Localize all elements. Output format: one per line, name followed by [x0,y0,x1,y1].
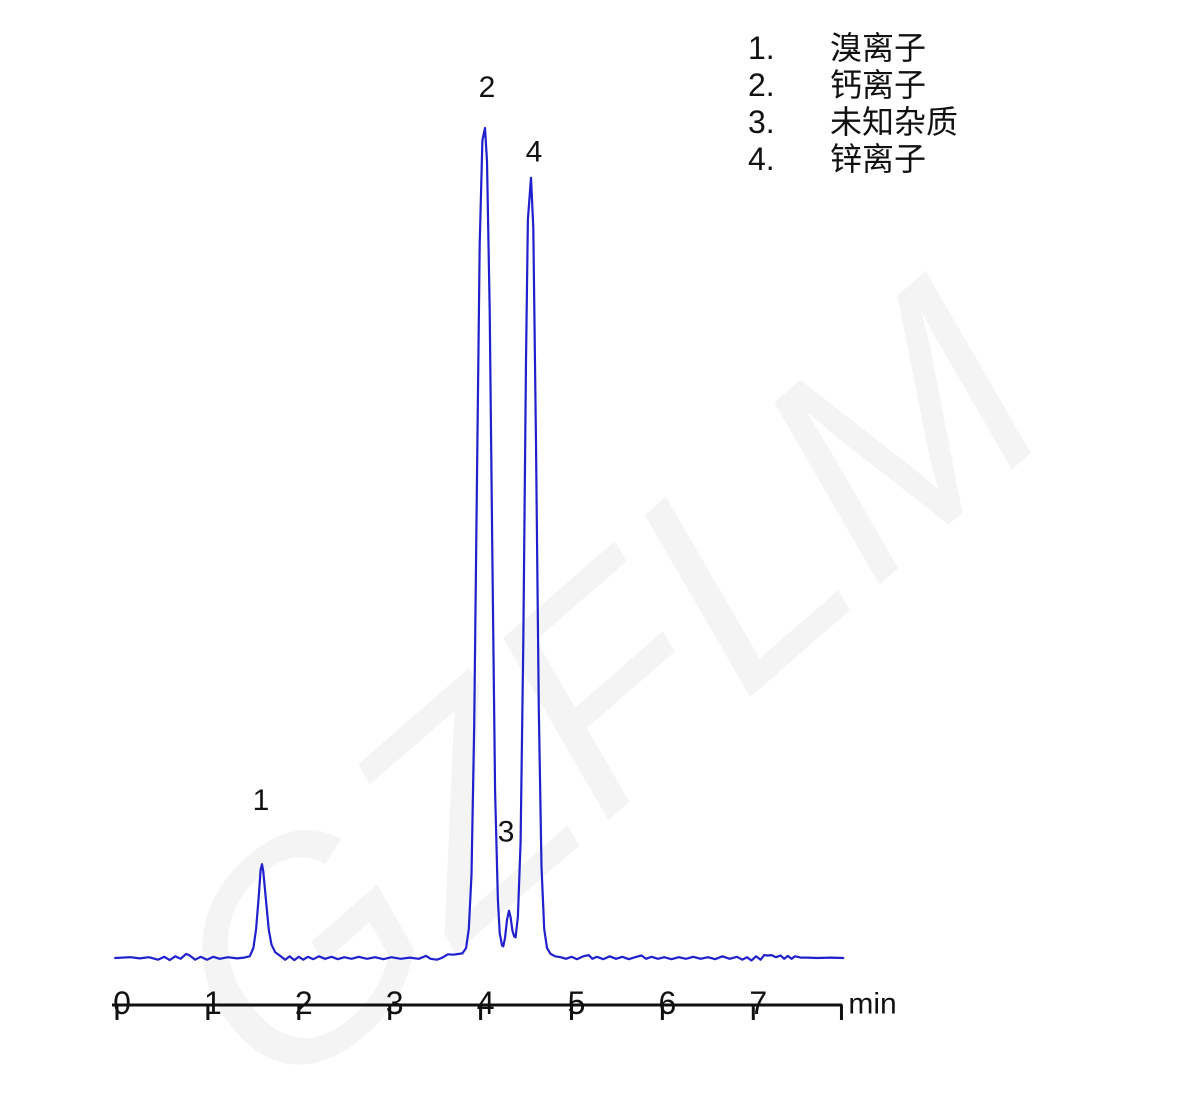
x-tick-label: 1 [204,985,222,1021]
legend-item-number: 4. [748,141,775,177]
x-axis-unit-label: min [848,988,896,1021]
x-tick-label: 0 [113,985,131,1021]
legend-item-number: 2. [748,67,775,103]
legend-item: 2. 钙离子 [748,67,958,104]
x-tick-label: 2 [295,985,313,1021]
peak-label: 4 [526,136,543,169]
chromatogram-trace [114,126,845,962]
legend-item: 1. 溴离子 [748,30,958,67]
x-tick-label: 5 [568,985,586,1021]
peak-label: 3 [498,815,515,848]
peak-label: 2 [479,71,496,104]
x-tick-label: 7 [749,985,767,1021]
legend-item-label: 锌离子 [830,141,927,177]
peak-label: 1 [253,784,270,817]
peak-labels: 1 2 3 4 [253,71,543,849]
legend-item-number: 3. [748,104,775,140]
legend-item: 4. 锌离子 [748,141,958,178]
trace-layer [114,126,845,962]
x-tick-label: 6 [659,985,677,1021]
x-tick-label: 3 [386,985,404,1021]
legend-item-number: 1. [748,30,775,66]
legend-item: 3. 未知杂质 [748,104,958,141]
x-tick-label: 4 [477,985,495,1021]
legend-item-label: 钙离子 [830,67,927,103]
legend-item-label: 未知杂质 [830,104,959,140]
x-axis: 0 1 2 3 4 5 6 7 min [112,985,897,1021]
legend: 1. 溴离子 2. 钙离子 3. 未知杂质 4. 锌离子 [748,30,958,178]
legend-item-label: 溴离子 [830,30,927,66]
